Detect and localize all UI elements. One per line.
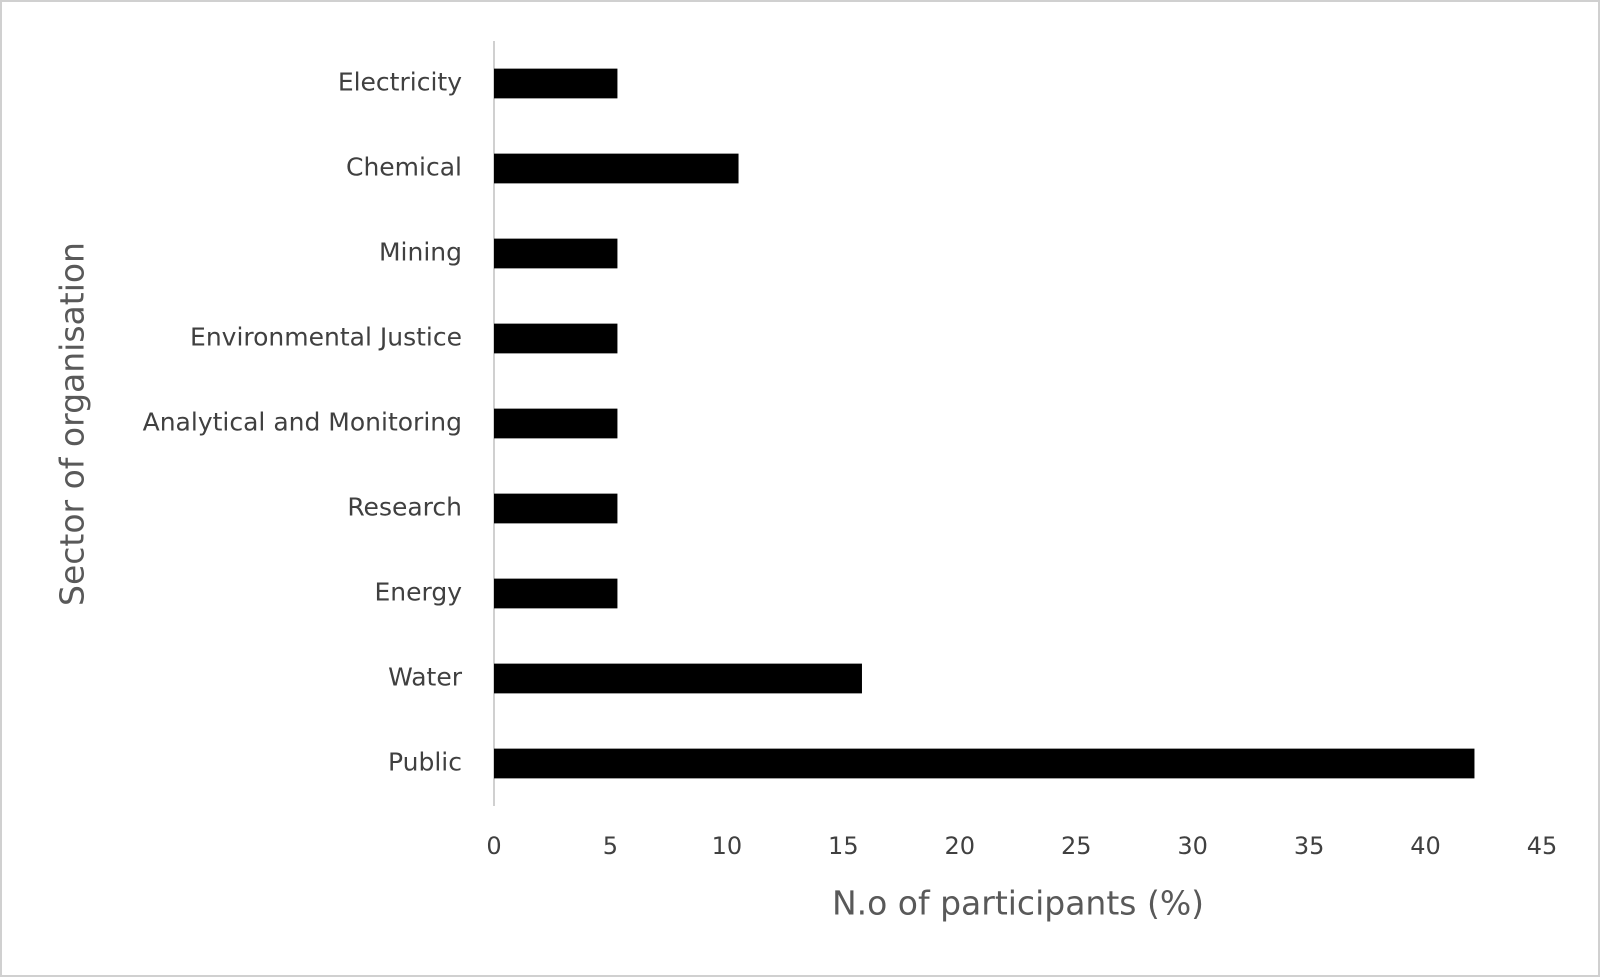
y-tick-label: Chemical (346, 153, 462, 182)
x-tick-label: 20 (945, 832, 976, 860)
x-tick-label: 45 (1527, 832, 1558, 860)
bar (494, 68, 618, 99)
y-tick-label: Water (388, 663, 463, 692)
x-tick-label: 25 (1061, 832, 1092, 860)
x-tick-label: 10 (712, 832, 743, 860)
bar (494, 323, 618, 354)
y-tick-label: Electricity (338, 68, 462, 97)
y-tick-label: Energy (374, 578, 462, 607)
x-tick-label: 15 (828, 832, 859, 860)
x-axis-title: N.o of participants (%) (832, 884, 1204, 923)
bar (494, 238, 618, 269)
x-tick-label: 0 (486, 832, 501, 860)
x-tick-label: 30 (1177, 832, 1208, 860)
y-tick-label: Analytical and Monitoring (143, 408, 462, 437)
bar (494, 578, 618, 609)
x-tick-label: 35 (1294, 832, 1325, 860)
y-axis-title: Sector of organisation (53, 242, 92, 606)
bar (494, 663, 862, 694)
x-tick-label: 5 (603, 832, 618, 860)
bar (494, 493, 618, 524)
y-tick-label: Environmental Justice (190, 323, 462, 352)
x-tick-label: 40 (1410, 832, 1441, 860)
bar (494, 408, 618, 439)
bar (494, 748, 1475, 779)
y-tick-label: Mining (379, 238, 462, 267)
y-tick-label: Research (347, 493, 462, 522)
bar (494, 153, 739, 184)
y-tick-label: Public (388, 748, 462, 777)
